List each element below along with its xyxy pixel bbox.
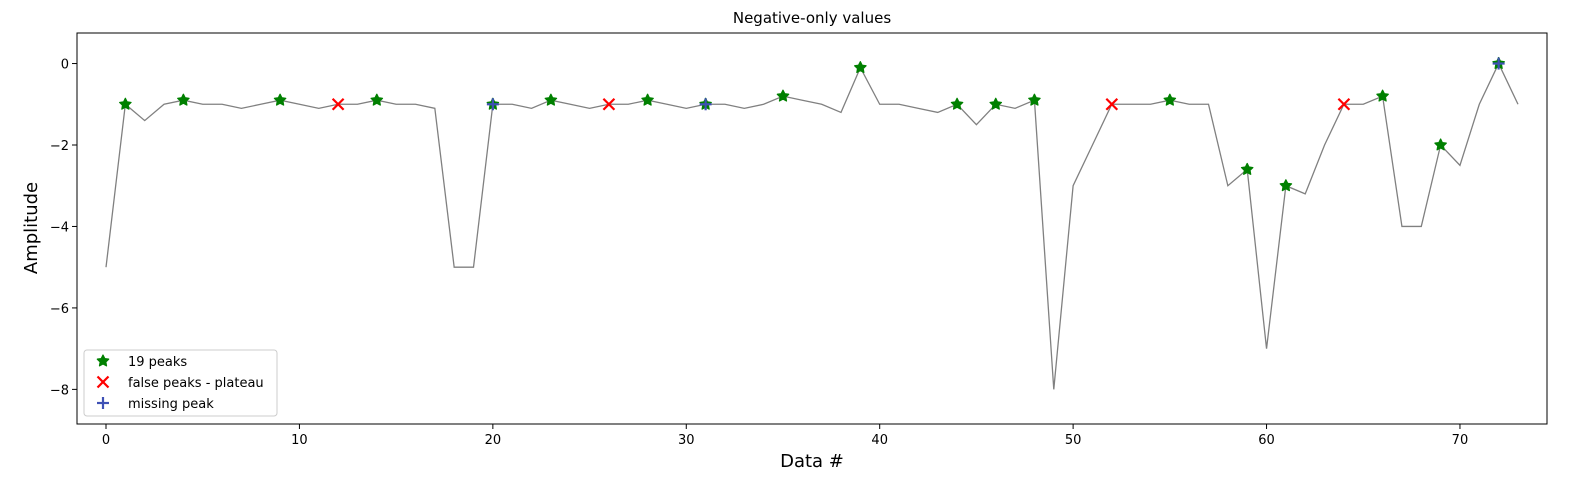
plot-frame bbox=[76, 32, 1548, 425]
x-tick-label: 70 bbox=[1452, 433, 1469, 448]
peak-marker bbox=[950, 97, 964, 110]
legend-plus-icon bbox=[97, 397, 109, 409]
x-tick-label: 60 bbox=[1258, 433, 1275, 448]
x-axis: 0 10 20 30 40 50 60 70 bbox=[102, 424, 1468, 448]
x-tick-label: 30 bbox=[678, 433, 695, 448]
x-tick-label: 40 bbox=[871, 433, 888, 448]
series-plus bbox=[486, 57, 1505, 111]
peak-marker bbox=[854, 61, 867, 74]
peak-marker bbox=[544, 93, 558, 106]
false-peak-marker bbox=[1105, 97, 1119, 111]
peak-marker bbox=[1279, 179, 1293, 192]
peak-marker bbox=[1434, 138, 1447, 151]
legend-entry-label: 19 peaks bbox=[128, 355, 187, 370]
x-tick-label: 50 bbox=[1065, 433, 1082, 448]
peak-marker bbox=[776, 89, 790, 102]
false-peak-marker bbox=[331, 97, 345, 111]
y-tick-label: 0 bbox=[61, 58, 69, 73]
y-tick-label: −2 bbox=[50, 139, 69, 154]
legend-entry-label: false peaks - plateau bbox=[128, 376, 264, 391]
x-tick-label: 20 bbox=[485, 433, 502, 448]
peak-marker bbox=[1163, 93, 1177, 106]
false-peak-marker bbox=[602, 97, 616, 111]
peak-marker bbox=[119, 97, 132, 110]
y-tick-label: −8 bbox=[50, 383, 69, 398]
y-axis: 0 −2 −4 −6 −8 bbox=[50, 58, 77, 398]
peak-marker bbox=[641, 93, 654, 106]
legend-entry-label: missing peak bbox=[128, 397, 214, 412]
series-star bbox=[119, 56, 1505, 192]
peak-marker bbox=[1376, 89, 1389, 102]
y-tick-label: −4 bbox=[50, 220, 69, 235]
missing-peak-marker bbox=[699, 98, 712, 111]
y-axis-label: Amplitude bbox=[21, 182, 42, 274]
peak-marker bbox=[177, 93, 190, 106]
chart-title: Negative-only values bbox=[733, 9, 891, 27]
x-axis-label: Data # bbox=[780, 451, 844, 472]
x-tick-label: 0 bbox=[102, 433, 110, 448]
plot-area bbox=[105, 56, 1519, 390]
peak-marker bbox=[273, 93, 287, 106]
peak-marker bbox=[989, 97, 1003, 110]
legend-star-icon bbox=[96, 354, 110, 367]
x-tick-label: 10 bbox=[291, 433, 308, 448]
missing-peak-marker bbox=[1492, 57, 1505, 70]
signal-line bbox=[105, 62, 1519, 390]
legend-frame bbox=[83, 349, 278, 417]
y-tick-label: −6 bbox=[50, 302, 69, 317]
legend-x-icon bbox=[96, 375, 110, 389]
legend: 19 peaks false peaks - plateau missing pea… bbox=[83, 349, 278, 417]
peak-marker bbox=[1240, 162, 1254, 175]
series-x bbox=[331, 97, 1351, 111]
false-peak-marker bbox=[1337, 97, 1351, 111]
peak-marker bbox=[370, 93, 384, 106]
missing-peak-marker bbox=[486, 98, 499, 111]
peak-marker bbox=[1028, 93, 1041, 106]
